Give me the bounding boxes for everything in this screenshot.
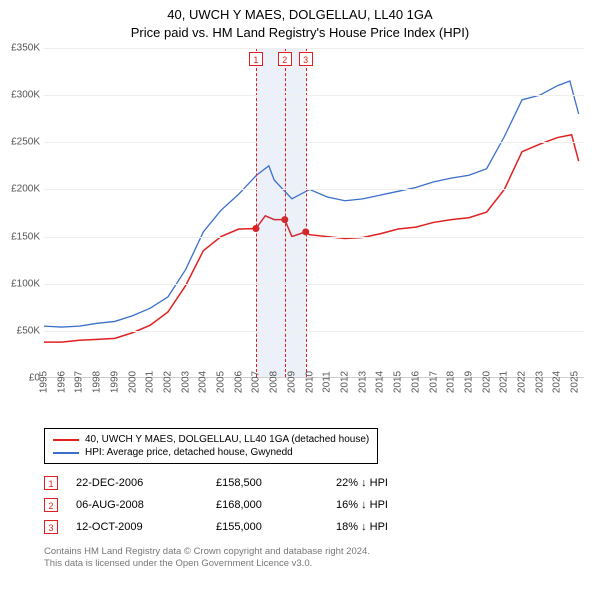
sales-row: 3 12-OCT-2009 £155,000 18% ↓ HPI: [44, 516, 388, 538]
sale-vertical-line: [285, 48, 286, 377]
sales-row: 1 22-DEC-2006 £158,500 22% ↓ HPI: [44, 472, 388, 494]
footer-line2: This data is licensed under the Open Gov…: [44, 558, 370, 570]
series-line-hpi: [44, 81, 579, 327]
x-tick-label: 2005: [216, 371, 227, 393]
y-tick-label: £100K: [11, 278, 40, 289]
x-tick-label: 1999: [109, 371, 120, 393]
y-tick-label: £50K: [17, 325, 40, 336]
x-tick-label: 1998: [92, 371, 103, 393]
sale-vertical-line: [256, 48, 257, 377]
x-tick-label: 2021: [499, 371, 510, 393]
chart-title-block: 40, UWCH Y MAES, DOLGELLAU, LL40 1GA Pri…: [0, 0, 600, 42]
sales-row: 2 06-AUG-2008 £168,000 16% ↓ HPI: [44, 494, 388, 516]
legend-label-property: 40, UWCH Y MAES, DOLGELLAU, LL40 1GA (de…: [85, 434, 369, 445]
x-tick-label: 2009: [286, 371, 297, 393]
chart-plot-area: 1 23: [44, 48, 584, 378]
x-tick-label: 2001: [145, 371, 156, 393]
y-gridline: [44, 331, 584, 332]
sale-diff: 18% ↓ HPI: [336, 521, 388, 533]
x-tick-label: 2011: [322, 371, 333, 393]
chart-legend: 40, UWCH Y MAES, DOLGELLAU, LL40 1GA (de…: [44, 428, 378, 464]
x-tick-label: 2017: [428, 371, 439, 393]
y-tick-label: £150K: [11, 231, 40, 242]
y-tick-label: £300K: [11, 90, 40, 101]
y-tick-label: £200K: [11, 184, 40, 195]
x-tick-label: 2019: [463, 371, 474, 393]
y-gridline: [44, 284, 584, 285]
y-gridline: [44, 237, 584, 238]
footer-attribution: Contains HM Land Registry data © Crown c…: [44, 546, 370, 571]
chart-svg: [44, 48, 584, 377]
sale-diff: 16% ↓ HPI: [336, 499, 388, 511]
y-gridline: [44, 142, 584, 143]
sale-marker-box: 1: [249, 52, 263, 66]
y-gridline: [44, 95, 584, 96]
sale-marker-box: 2: [278, 52, 292, 66]
sale-vertical-line: [306, 48, 307, 377]
x-tick-label: 2008: [269, 371, 280, 393]
x-tick-label: 2022: [517, 371, 528, 393]
x-tick-label: 2016: [410, 371, 421, 393]
legend-swatch-hpi: [53, 452, 79, 454]
sale-marker-icon: 3: [44, 520, 58, 534]
legend-label-hpi: HPI: Average price, detached house, Gwyn…: [85, 447, 293, 458]
x-tick-label: 1997: [74, 371, 85, 393]
y-gridline: [44, 189, 584, 190]
x-axis: 1995199619971998199920002001200220032004…: [44, 378, 584, 428]
page-root: 40, UWCH Y MAES, DOLGELLAU, LL40 1GA Pri…: [0, 0, 600, 590]
x-tick-label: 2000: [127, 371, 138, 393]
series-line-property: [44, 135, 579, 342]
x-tick-label: 2024: [552, 371, 563, 393]
sale-price: £158,500: [216, 477, 336, 489]
legend-row-hpi: HPI: Average price, detached house, Gwyn…: [53, 446, 369, 459]
sale-marker-box: 3: [299, 52, 313, 66]
x-tick-label: 1996: [56, 371, 67, 393]
x-tick-label: 2014: [375, 371, 386, 393]
x-tick-label: 1995: [39, 371, 50, 393]
sale-date: 22-DEC-2006: [76, 477, 216, 489]
y-tick-label: £250K: [11, 137, 40, 148]
sale-date: 12-OCT-2009: [76, 521, 216, 533]
x-tick-label: 2007: [251, 371, 262, 393]
x-tick-label: 2025: [570, 371, 581, 393]
footer-line1: Contains HM Land Registry data © Crown c…: [44, 546, 370, 558]
sale-marker-icon: 2: [44, 498, 58, 512]
sale-price: £155,000: [216, 521, 336, 533]
chart-shade-band: [256, 48, 306, 377]
x-tick-label: 2020: [481, 371, 492, 393]
x-tick-label: 2012: [339, 371, 350, 393]
x-tick-label: 2018: [446, 371, 457, 393]
sales-table: 1 22-DEC-2006 £158,500 22% ↓ HPI 2 06-AU…: [44, 472, 388, 538]
x-tick-label: 2006: [233, 371, 244, 393]
sale-date: 06-AUG-2008: [76, 499, 216, 511]
y-gridline: [44, 48, 584, 49]
x-tick-label: 2002: [162, 371, 173, 393]
chart-title-sub: Price paid vs. HM Land Registry's House …: [0, 24, 600, 42]
sale-marker-icon: 1: [44, 476, 58, 490]
legend-row-property: 40, UWCH Y MAES, DOLGELLAU, LL40 1GA (de…: [53, 433, 369, 446]
sale-price: £168,000: [216, 499, 336, 511]
x-tick-label: 2023: [534, 371, 545, 393]
x-tick-label: 2013: [357, 371, 368, 393]
x-tick-label: 2015: [393, 371, 404, 393]
y-tick-label: £350K: [11, 43, 40, 54]
chart-title-main: 40, UWCH Y MAES, DOLGELLAU, LL40 1GA: [0, 6, 600, 24]
sale-diff: 22% ↓ HPI: [336, 477, 388, 489]
y-axis: £0£50K£100K£150K£200K£250K£300K£350K: [0, 48, 44, 378]
x-tick-label: 2010: [304, 371, 315, 393]
legend-swatch-property: [53, 439, 79, 441]
x-tick-label: 2003: [180, 371, 191, 393]
x-tick-label: 2004: [198, 371, 209, 393]
